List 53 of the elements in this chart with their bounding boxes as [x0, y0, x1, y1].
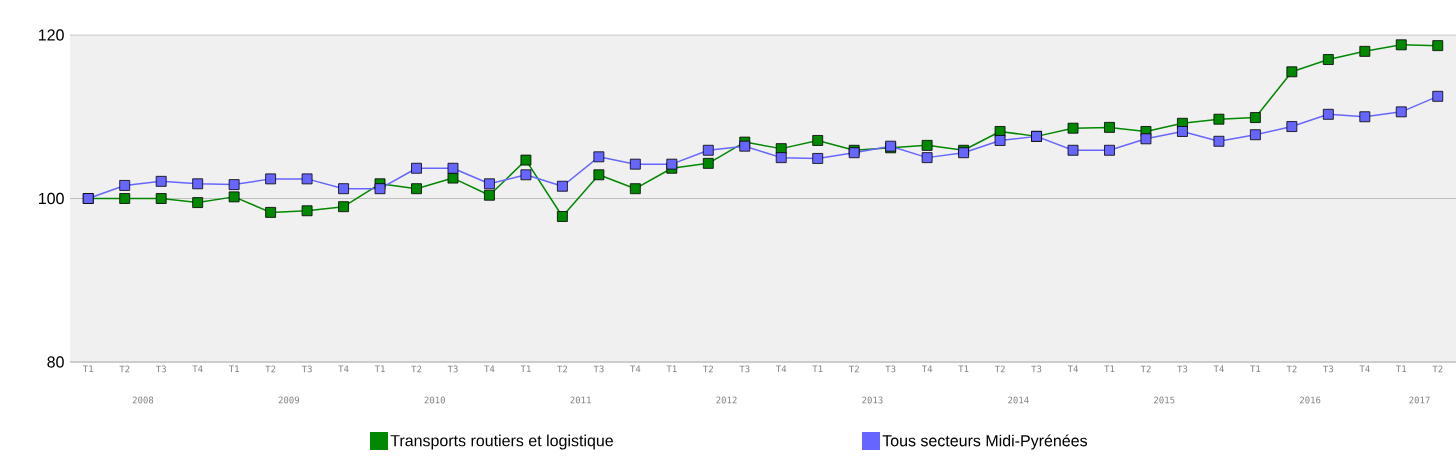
x-tick-label: T4: [630, 365, 641, 373]
x-tick-label: T3: [155, 365, 166, 373]
x-tick-label: T2: [1140, 365, 1151, 373]
y-tick-label: 80: [47, 356, 64, 368]
text: 2008: [132, 396, 154, 404]
text: 2015: [1154, 396, 1175, 404]
x-tick-label: T4: [484, 365, 495, 373]
x-tick-label: T4: [1359, 365, 1370, 373]
text: 2013: [862, 396, 883, 404]
y-tick-label: 120: [39, 29, 64, 41]
text: 2017: [1409, 396, 1430, 404]
x-tick-label: T4: [1067, 365, 1079, 373]
x-tick-label: T2: [265, 365, 276, 373]
x-tick-label: T1: [520, 365, 531, 373]
text: 2016: [1299, 396, 1321, 404]
x-tick-label: T1: [1104, 365, 1115, 373]
x-tick-label: T3: [1177, 365, 1188, 373]
x-tick-label: T2: [848, 365, 859, 373]
x-tick-label: T1: [1396, 365, 1407, 373]
x-tick-label: T1: [374, 365, 385, 373]
text: 2011: [570, 396, 591, 404]
x-tick-label: T2: [1432, 365, 1443, 373]
x-tick-label: T1: [1250, 365, 1261, 373]
y-tick-label: 100: [39, 192, 64, 205]
x-tick-label: T2: [1286, 365, 1297, 373]
x-tick-label: T2: [703, 365, 713, 373]
x-tick-label: T2: [994, 365, 1005, 373]
text: 2010: [424, 396, 445, 404]
x-tick-label: T4: [776, 365, 787, 373]
x-tick-label: T3: [301, 365, 312, 373]
x-tick-label: T1: [228, 365, 239, 373]
x-tick-label: T4: [921, 365, 933, 373]
text: 2014: [1008, 396, 1029, 404]
x-tick-label: T3: [447, 365, 458, 373]
x-tick-label: T1: [83, 365, 94, 373]
x-tick-label: T2: [411, 365, 422, 373]
x-tick-label: T3: [885, 365, 896, 373]
x-tick-label: T2: [557, 365, 568, 373]
text: 2012: [716, 396, 737, 404]
x-tick-label: T2: [119, 365, 130, 373]
legend-label: Tous secteurs Midi-Pyrénées: [882, 434, 1087, 450]
x-tick-label: T4: [192, 365, 203, 373]
x-tick-label: T3: [593, 365, 604, 373]
x-tick-label: T4: [1213, 365, 1224, 373]
x-tick-label: T4: [338, 365, 349, 373]
x-tick-label: T3: [1031, 365, 1042, 373]
text: 2009: [278, 396, 300, 404]
legend-label: Transports routiers et logistique: [390, 434, 613, 450]
x-tick-label: T1: [666, 365, 677, 373]
x-tick-label: T1: [958, 365, 969, 373]
x-tick-label: T3: [739, 365, 750, 373]
x-tick-label: T1: [812, 365, 823, 373]
x-tick-label: T3: [1323, 365, 1334, 373]
